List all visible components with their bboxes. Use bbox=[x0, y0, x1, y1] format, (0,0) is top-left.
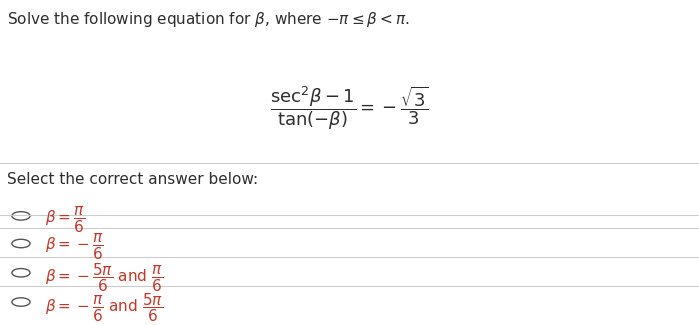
Text: Solve the following equation for $\beta$, where $-\pi \leq \beta < \pi$.: Solve the following equation for $\beta$… bbox=[7, 10, 410, 29]
Text: $\beta = \dfrac{\pi}{6}$: $\beta = \dfrac{\pi}{6}$ bbox=[45, 205, 85, 235]
Text: $\beta = -\dfrac{\pi}{6}$ and $\dfrac{5\pi}{6}$: $\beta = -\dfrac{\pi}{6}$ and $\dfrac{5\… bbox=[45, 291, 164, 324]
Text: $\beta = -\dfrac{5\pi}{6}$ and $\dfrac{\pi}{6}$: $\beta = -\dfrac{5\pi}{6}$ and $\dfrac{\… bbox=[45, 262, 164, 294]
Text: $\dfrac{\sec^2\!\beta - 1}{\tan(-\beta)} = -\dfrac{\sqrt{3}}{3}$: $\dfrac{\sec^2\!\beta - 1}{\tan(-\beta)}… bbox=[270, 84, 429, 132]
Text: Select the correct answer below:: Select the correct answer below: bbox=[7, 172, 258, 187]
Text: $\beta = -\dfrac{\pi}{6}$: $\beta = -\dfrac{\pi}{6}$ bbox=[45, 232, 104, 262]
